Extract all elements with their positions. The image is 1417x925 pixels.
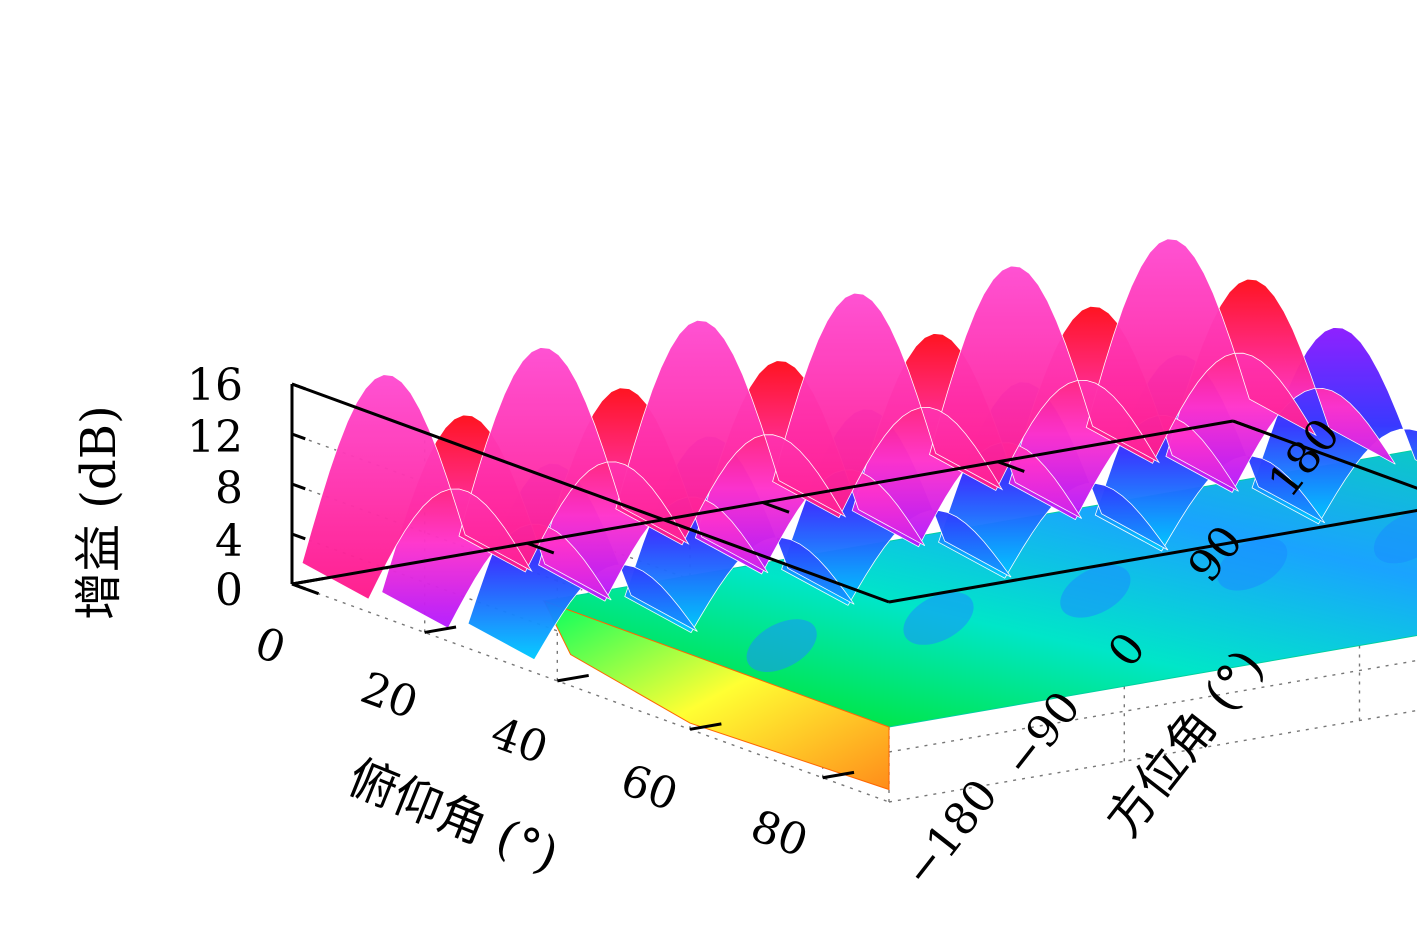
x-tick-mark	[557, 673, 589, 683]
x-tick-label: 80	[744, 800, 814, 867]
ridge-bump	[615, 319, 847, 546]
x-tick-mark	[291, 577, 324, 586]
y-tick-mark	[761, 501, 790, 514]
plateau-lobe	[746, 619, 817, 672]
axis-ticks	[291, 382, 1261, 780]
x-tick-mark	[822, 770, 855, 780]
x-tick-mark	[689, 722, 722, 731]
z-tick-mark	[291, 532, 306, 541]
axis-edge	[291, 382, 890, 604]
plateau-lobe	[1217, 537, 1288, 591]
x-tick-label: 20	[354, 662, 424, 729]
z-tick-mark	[291, 582, 306, 591]
y-tick-mark	[997, 460, 1025, 473]
ridge-bump	[1085, 238, 1317, 464]
y-tick-label: −180	[893, 770, 1008, 897]
x-tick-label: 60	[614, 754, 684, 821]
ridge-bump	[929, 265, 1161, 492]
grid-line	[888, 659, 1417, 753]
gain-surface	[301, 238, 1417, 791]
z-tick-mark	[291, 482, 306, 491]
z-axis-title: 增益 (dB)	[71, 405, 127, 620]
z-tick-mark	[291, 382, 306, 391]
axis-edge	[1232, 419, 1417, 490]
ridge-bump	[772, 292, 1004, 519]
z-tick-label: 12	[187, 412, 243, 463]
ridge-bump	[301, 374, 533, 600]
plateau-lobe	[1373, 510, 1417, 564]
x-tick-label: 0	[248, 617, 292, 675]
front-lip	[543, 600, 890, 791]
grid-line	[291, 583, 890, 803]
x-tick-label: 40	[484, 707, 554, 774]
z-tick-mark	[291, 432, 306, 441]
z-tick-label: 0	[215, 565, 243, 616]
plateau-lobe	[1060, 564, 1131, 618]
axis-edge	[888, 509, 1417, 604]
z-tick-label: 4	[215, 516, 243, 567]
y-tick-mark	[1232, 419, 1261, 433]
x-tick-mark	[424, 625, 457, 634]
z-tick-label: 8	[215, 463, 243, 514]
y-tick-mark	[526, 541, 555, 555]
plateau-lobe	[903, 592, 974, 645]
z-tick-label: 16	[187, 360, 243, 411]
